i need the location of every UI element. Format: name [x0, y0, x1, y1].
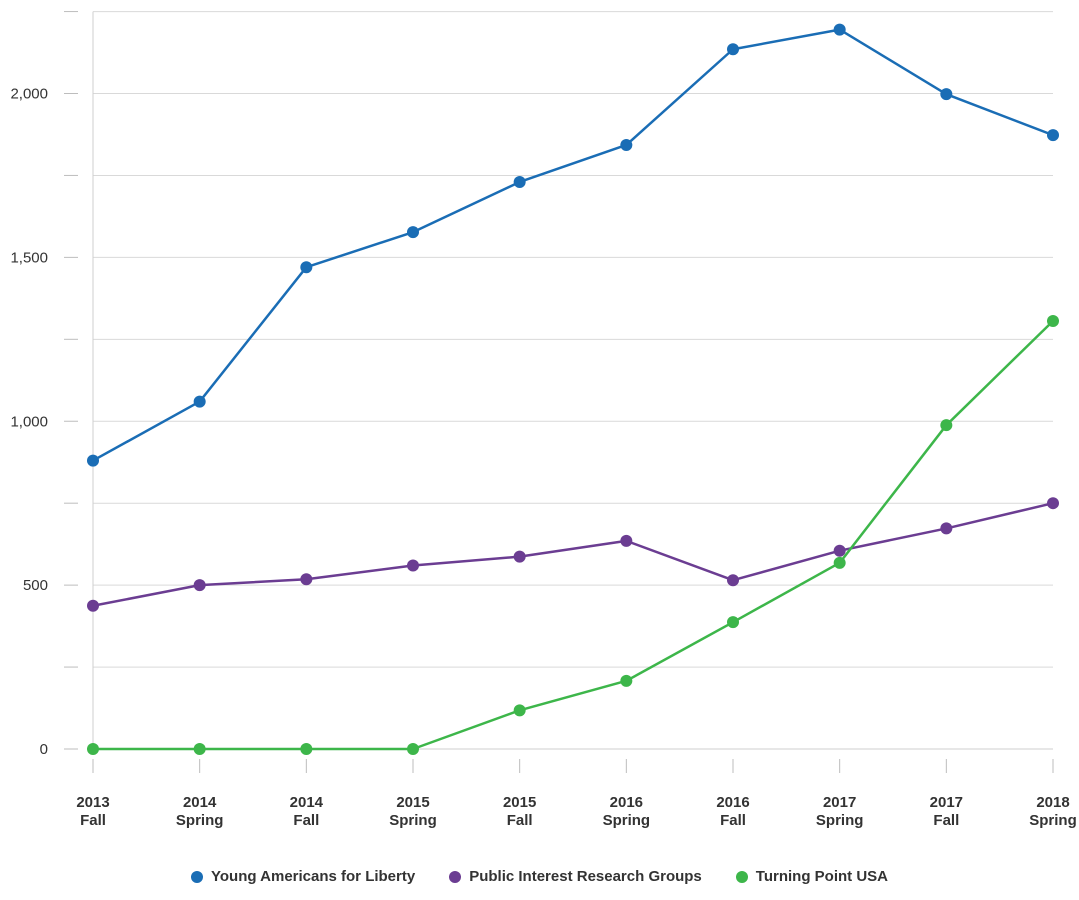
x-tick-label-year: 2014 — [183, 794, 217, 811]
legend-item-pirg: Public Interest Research Groups — [449, 868, 702, 885]
data-point-0 — [833, 23, 846, 36]
data-point-2 — [407, 743, 419, 755]
x-tick-label-term: Spring — [176, 812, 224, 829]
y-tick-label: 2,000 — [10, 86, 48, 103]
data-point-2 — [727, 616, 739, 629]
x-axis-ticks: 2013Fall2014Spring2014Fall2015Spring2015… — [76, 759, 1077, 829]
data-point-2 — [833, 556, 846, 569]
x-tick-label-year: 2018 — [1036, 794, 1069, 811]
y-tick-label: 500 — [23, 577, 48, 594]
data-point-1 — [940, 522, 953, 535]
y-tick-label: 0 — [40, 741, 48, 758]
legend-marker-tpusa — [735, 870, 748, 883]
x-tick-label-year: 2014 — [290, 794, 324, 811]
legend-marker-pirg — [449, 870, 462, 883]
data-point-0 — [620, 138, 633, 151]
data-point-0 — [727, 43, 739, 56]
data-point-0 — [193, 395, 206, 408]
y-axis-ticks: 0 500 1,000 1,500 2,000 — [10, 86, 48, 759]
data-point-1 — [300, 573, 313, 586]
x-tick-label-term: Fall — [507, 812, 533, 829]
data-point-0 — [87, 454, 99, 467]
x-tick-label-year: 2015 — [396, 794, 429, 811]
data-point-2 — [1047, 314, 1059, 327]
legend-marker-yal — [191, 870, 203, 883]
x-tick-label-year: 2013 — [76, 794, 109, 811]
series-line-1 — [92, 501, 1054, 608]
x-tick-label-term: Spring — [1029, 812, 1077, 829]
series-lines — [92, 28, 1054, 751]
data-point-0 — [940, 88, 953, 101]
y-tick-label: 1,500 — [10, 249, 48, 266]
x-tick-label-year: 2015 — [503, 794, 536, 811]
y-tick-label: 1,000 — [10, 413, 48, 430]
legend: Young Americans for Liberty Public Inter… — [0, 868, 1079, 885]
gridlines — [64, 11, 1053, 750]
legend-item-yal: Young Americans for Liberty — [191, 868, 415, 885]
data-point-2 — [87, 743, 99, 755]
data-point-2 — [940, 419, 953, 432]
data-point-1 — [513, 550, 526, 563]
data-point-1 — [727, 574, 739, 587]
legend-item-tpusa: Turning Point USA — [735, 868, 888, 885]
x-tick-label-term: Fall — [80, 812, 106, 829]
x-tick-label-year: 2016 — [716, 794, 749, 811]
x-tick-label-term: Spring — [816, 812, 864, 829]
legend-label-pirg: Public Interest Research Groups — [469, 868, 702, 885]
x-tick-label-year: 2016 — [610, 794, 643, 811]
x-tick-label-term: Fall — [720, 812, 746, 829]
x-tick-label-term: Fall — [293, 812, 319, 829]
series-points — [87, 23, 1059, 755]
x-tick-label-term: Spring — [389, 812, 437, 829]
series-line-2 — [93, 320, 1054, 751]
data-point-2 — [513, 704, 526, 717]
data-point-1 — [620, 534, 633, 547]
data-point-1 — [87, 599, 99, 612]
legend-label-tpusa: Turning Point USA — [755, 868, 888, 885]
data-point-1 — [833, 544, 846, 557]
data-point-0 — [300, 261, 313, 274]
x-tick-label-year: 2017 — [823, 794, 856, 811]
data-point-2 — [620, 674, 633, 687]
x-tick-label-year: 2017 — [930, 794, 963, 811]
data-point-1 — [1047, 497, 1059, 510]
data-point-0 — [1047, 129, 1059, 142]
data-point-0 — [407, 226, 419, 239]
data-point-0 — [513, 175, 526, 188]
legend-label-yal: Young Americans for Liberty — [211, 868, 416, 885]
data-point-1 — [193, 579, 206, 592]
x-tick-label-term: Spring — [603, 812, 651, 829]
x-tick-label-term: Fall — [933, 812, 959, 829]
data-point-2 — [300, 743, 313, 755]
series-line-0 — [92, 28, 1054, 462]
data-point-1 — [407, 559, 419, 572]
data-point-2 — [193, 743, 206, 755]
